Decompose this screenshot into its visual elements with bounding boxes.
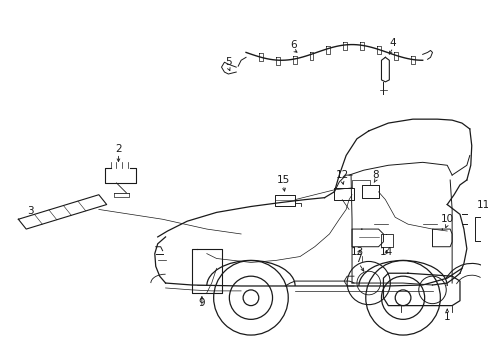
Text: 1: 1 bbox=[443, 312, 449, 323]
Text: 7: 7 bbox=[355, 253, 362, 264]
Text: 15: 15 bbox=[276, 175, 289, 185]
Text: 12: 12 bbox=[335, 170, 348, 180]
Text: 6: 6 bbox=[289, 40, 296, 50]
Text: 11: 11 bbox=[476, 199, 488, 210]
Text: 4: 4 bbox=[389, 37, 396, 48]
Text: 3: 3 bbox=[27, 206, 33, 216]
Text: 9: 9 bbox=[198, 298, 205, 308]
Text: 2: 2 bbox=[115, 144, 122, 154]
Text: 10: 10 bbox=[440, 214, 453, 224]
Text: 13: 13 bbox=[349, 247, 363, 257]
Text: 8: 8 bbox=[371, 170, 378, 180]
Text: 5: 5 bbox=[224, 57, 231, 67]
Text: 14: 14 bbox=[379, 247, 392, 257]
